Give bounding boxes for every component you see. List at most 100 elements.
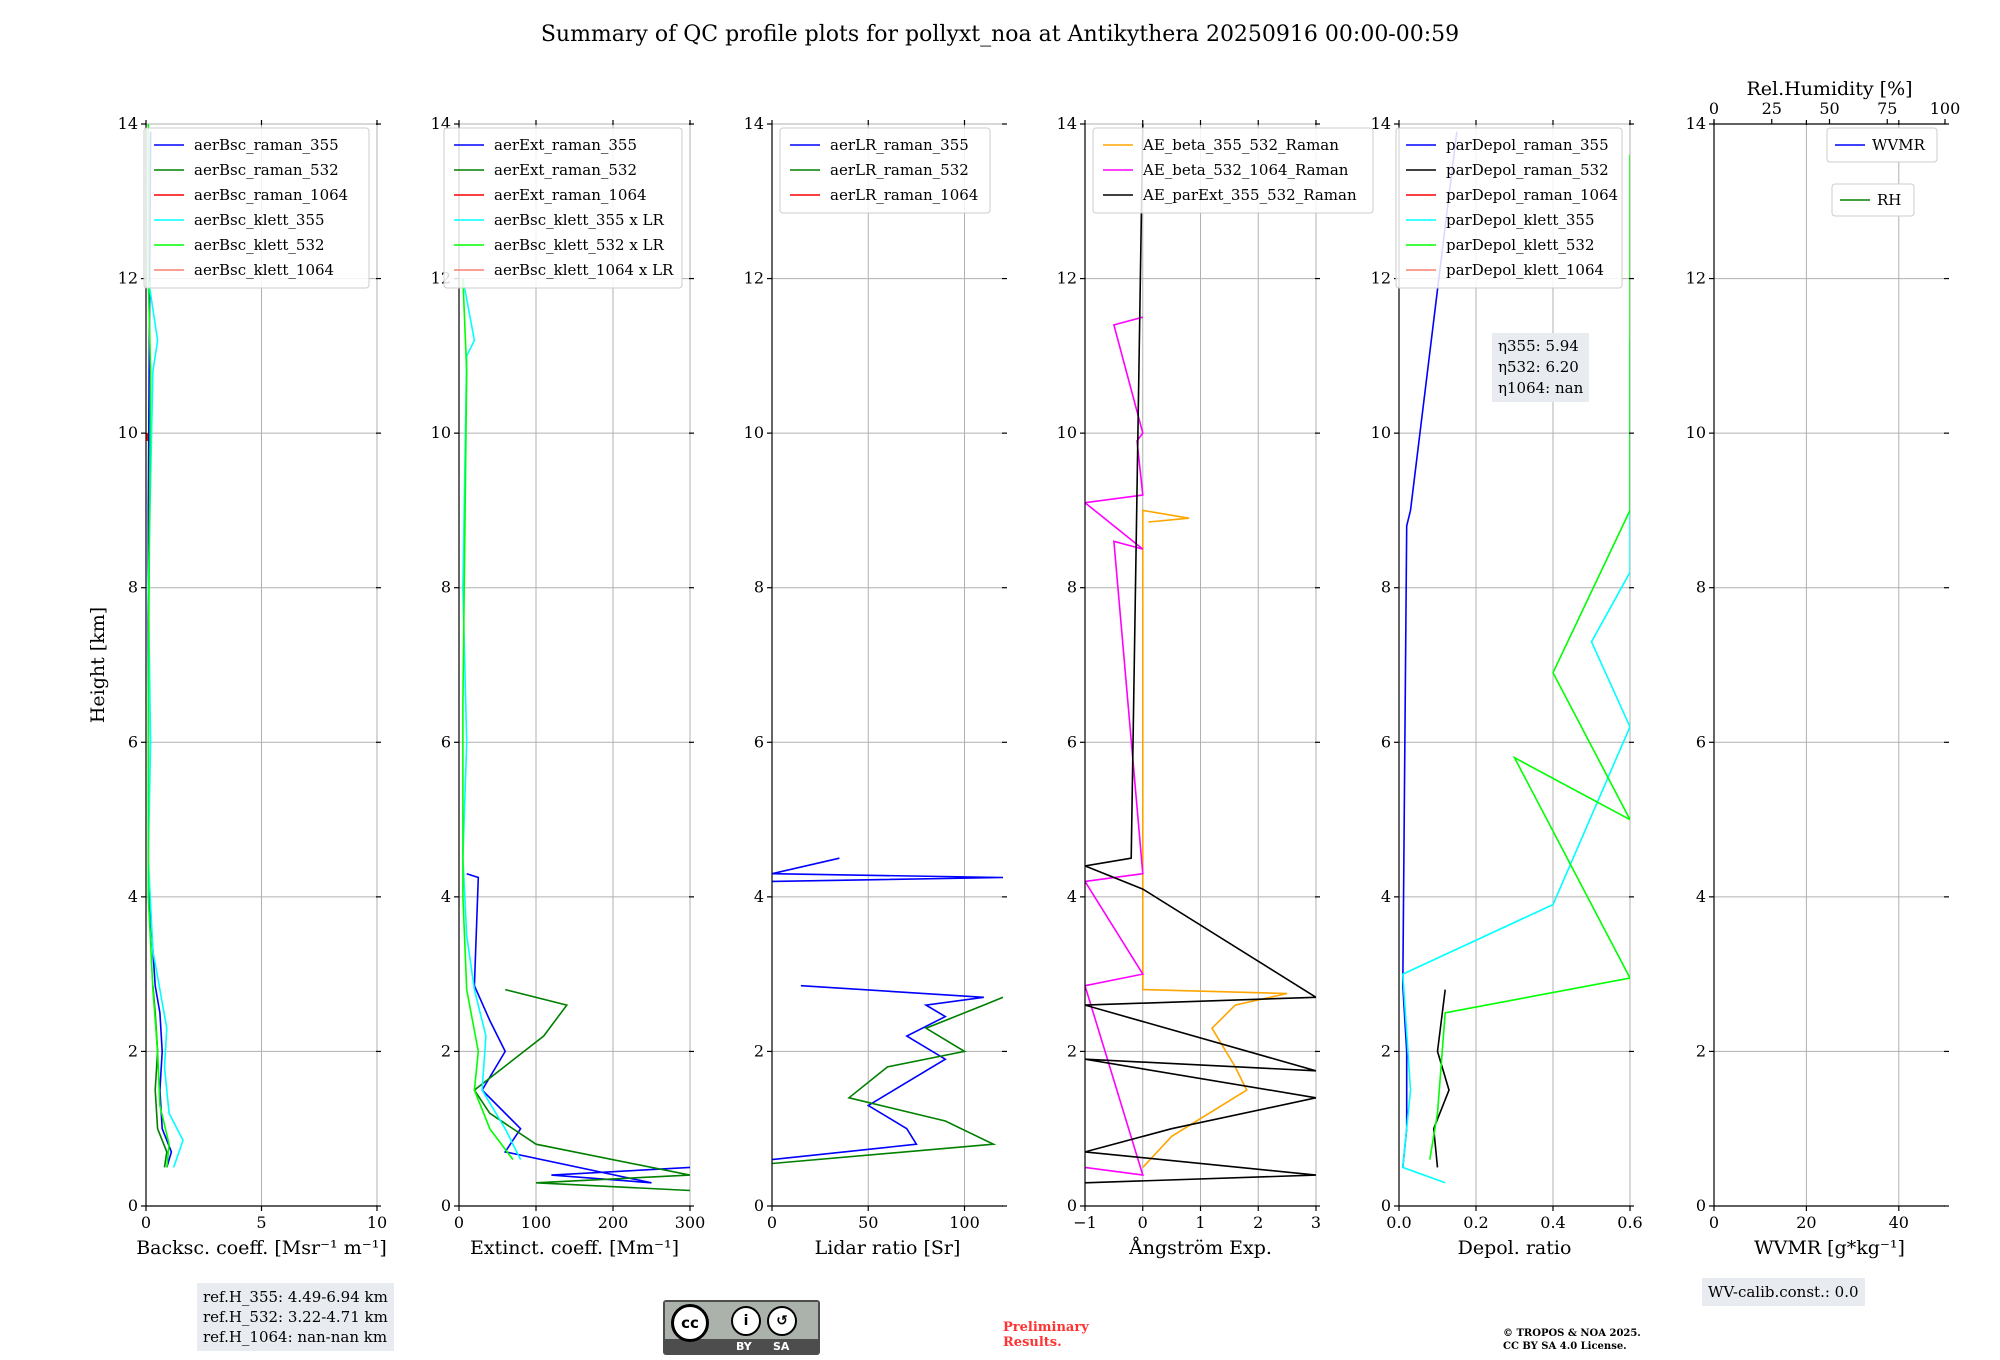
y-tick-label: 8: [1696, 578, 1706, 597]
eta-box: η355: 5.94 η532: 6.20 η1064: nan: [1492, 333, 1590, 402]
x-tick-label: 0: [454, 1213, 464, 1232]
x-axis-label: Backsc. coeff. [Msr⁻¹ m⁻¹]: [136, 1237, 387, 1259]
x-tick-label: 300: [675, 1213, 706, 1232]
y-tick-label: 12: [744, 269, 764, 288]
legend-label: aerBsc_klett_1064: [194, 261, 334, 279]
y-tick-label: 4: [441, 887, 451, 906]
series-line-aerLR-raman-532: [772, 996, 1003, 1165]
legend-label: parDepol_klett_532: [1446, 236, 1595, 254]
x-tick-label: 0: [1138, 1213, 1148, 1232]
cc-icon: cc: [671, 1304, 709, 1342]
copyright-line2: CC BY SA 4.0 License.: [1503, 1341, 1627, 1352]
y-tick-label: 12: [1371, 269, 1391, 288]
legend-frame: [779, 127, 991, 214]
y-tick-label: 8: [754, 578, 764, 597]
legend-frame: [1092, 127, 1374, 214]
legend-label: aerBsc_klett_1064 x LR: [494, 261, 674, 279]
legend-label: aerExt_raman_355: [494, 136, 637, 154]
y-tick-label: 2: [1067, 1041, 1077, 1060]
legend-label: aerBsc_raman_355: [194, 136, 339, 154]
x-axis-label: Ångström Exp.: [1128, 1237, 1272, 1259]
legend-label: aerBsc_raman_1064: [194, 186, 348, 204]
legend-label: aerLR_raman_1064: [830, 186, 978, 204]
legend-label: AE_beta_355_532_Raman: [1142, 136, 1339, 154]
legend-depol: parDepol_raman_355 parDepol_raman_532 parD…: [1395, 127, 1623, 289]
series-line-aerExt-raman-532: [473, 988, 690, 1192]
y-tick-label: 4: [754, 887, 764, 906]
legend-frame: [1395, 127, 1623, 289]
legend-label: aerBsc_klett_532 x LR: [494, 236, 665, 254]
legend-extinction: aerExt_raman_355 aerExt_raman_532 aerExt_r…: [443, 127, 683, 289]
x-tick-label: 1: [1195, 1213, 1205, 1232]
series-line-AE-beta-532-1064-Raman: [1085, 316, 1145, 1177]
y-tick-label: 6: [1381, 732, 1391, 751]
legend-label: AE_parExt_355_532_Raman: [1142, 186, 1357, 204]
x-tick-label: 100: [949, 1213, 980, 1232]
y-tick-label: 8: [441, 578, 451, 597]
legend-angstrom: AE_beta_355_532_Raman AE_beta_532_1064_Ra…: [1092, 127, 1374, 214]
legend-label: parDepol_raman_1064: [1446, 186, 1618, 204]
y-tick-label: 6: [128, 732, 138, 751]
x-axis-label: WVMR [g*kg⁻¹]: [1754, 1237, 1905, 1259]
x-tick-label: 40: [1889, 1213, 1909, 1232]
legend-label: AE_beta_532_1064_Raman: [1142, 161, 1349, 179]
y-tick-label: 14: [1371, 114, 1391, 133]
cc-by-label: BY: [736, 1340, 752, 1353]
legend-label: aerExt_raman_1064: [494, 186, 647, 204]
eta-1064: η1064: nan: [1498, 379, 1584, 397]
x-axis-label: Depol. ratio: [1458, 1237, 1572, 1259]
x-tick-label: 100: [521, 1213, 552, 1232]
y-tick-label: 8: [1067, 578, 1077, 597]
series-line-aerBsc-klett-355: [147, 124, 184, 1168]
copyright-note: © TROPOS & NOA 2025. CC BY SA 4.0 Licens…: [1503, 1327, 1641, 1353]
preliminary-results-note: Preliminary Results.: [1003, 1320, 1089, 1350]
chart-panel-depol: 0 2 4 6 8 10 12 14 0.0 0.2 0.4 0.6 Depol. ratio parDe…: [1371, 114, 1643, 1259]
y-tick-label: 0: [1067, 1196, 1077, 1215]
series-line-parDepol-raman-532: [1432, 989, 1450, 1168]
eta-532: η532: 6.20: [1498, 358, 1579, 376]
chart-panel-lidar_ratio: 0 2 4 6 8 10 12 14 0 50 100 Lidar ratio [Sr] aerLR_r…: [744, 114, 1007, 1259]
x-tick-label: 20: [1796, 1213, 1816, 1232]
sa-share-icon: ↺: [767, 1306, 797, 1336]
y-tick-label: 10: [1686, 423, 1706, 442]
y-tick-label: 12: [1057, 269, 1077, 288]
x-tick-label: 0: [767, 1213, 777, 1232]
y-tick-label: 6: [1067, 732, 1077, 751]
y-tick-label: 10: [431, 423, 451, 442]
y-tick-label: 2: [1696, 1041, 1706, 1060]
legend-label: aerBsc_klett_355: [194, 211, 325, 229]
y-tick-label: 2: [754, 1041, 764, 1060]
legend-label: parDepol_raman_532: [1446, 161, 1609, 179]
legend-label: parDepol_klett_355: [1446, 211, 1595, 229]
y-tick-label: 2: [1381, 1041, 1391, 1060]
x-tick-label: 5: [256, 1213, 266, 1232]
refh-1064: ref.H_1064: nan-nan km: [203, 1328, 388, 1346]
legend-lidar_ratio: aerLR_raman_355 aerLR_raman_532 aerLR_rama…: [779, 127, 991, 214]
y-tick-label: 8: [1381, 578, 1391, 597]
wv-calib-text: WV-calib.const.: 0.0: [1708, 1283, 1859, 1301]
page-title: Summary of QC profile plots for pollyxt_…: [540, 22, 1460, 47]
legend-label: parDepol_klett_1064: [1446, 261, 1604, 279]
legend-label: aerLR_raman_532: [830, 161, 969, 179]
series-line-aerBsc-klett-532: [147, 124, 170, 1168]
x-tick-label: 0: [1709, 1213, 1719, 1232]
y-tick-label: 4: [1696, 887, 1706, 906]
y-tick-label: 0: [1381, 1196, 1391, 1215]
legend-wvmr: WVMR: [1826, 127, 1938, 163]
series-line-aerLR-raman-355-4km-layer-: [772, 857, 1003, 883]
x-axis-label: Lidar ratio [Sr]: [815, 1237, 961, 1259]
chart-panel-backscatter: 0 2 4 6 8 10 12 14 0 5 10 Backsc. coeff. [Msr⁻¹ m⁻¹…: [118, 114, 388, 1259]
x-tick-label: 3: [1311, 1213, 1321, 1232]
y-tick-label: 4: [1067, 887, 1077, 906]
y-tick-label: 6: [754, 732, 764, 751]
eta-355: η355: 5.94: [1498, 337, 1579, 355]
x2-tick-label: 25: [1762, 99, 1782, 118]
cc-license-badge: cc i ↺ BY SA: [663, 1300, 820, 1355]
by-person-icon: i: [731, 1306, 761, 1336]
legend-label: WVMR: [1872, 136, 1926, 154]
legend-label: RH: [1877, 191, 1901, 209]
y-tick-label: 14: [118, 114, 138, 133]
x-tick-label: 2: [1253, 1213, 1263, 1232]
